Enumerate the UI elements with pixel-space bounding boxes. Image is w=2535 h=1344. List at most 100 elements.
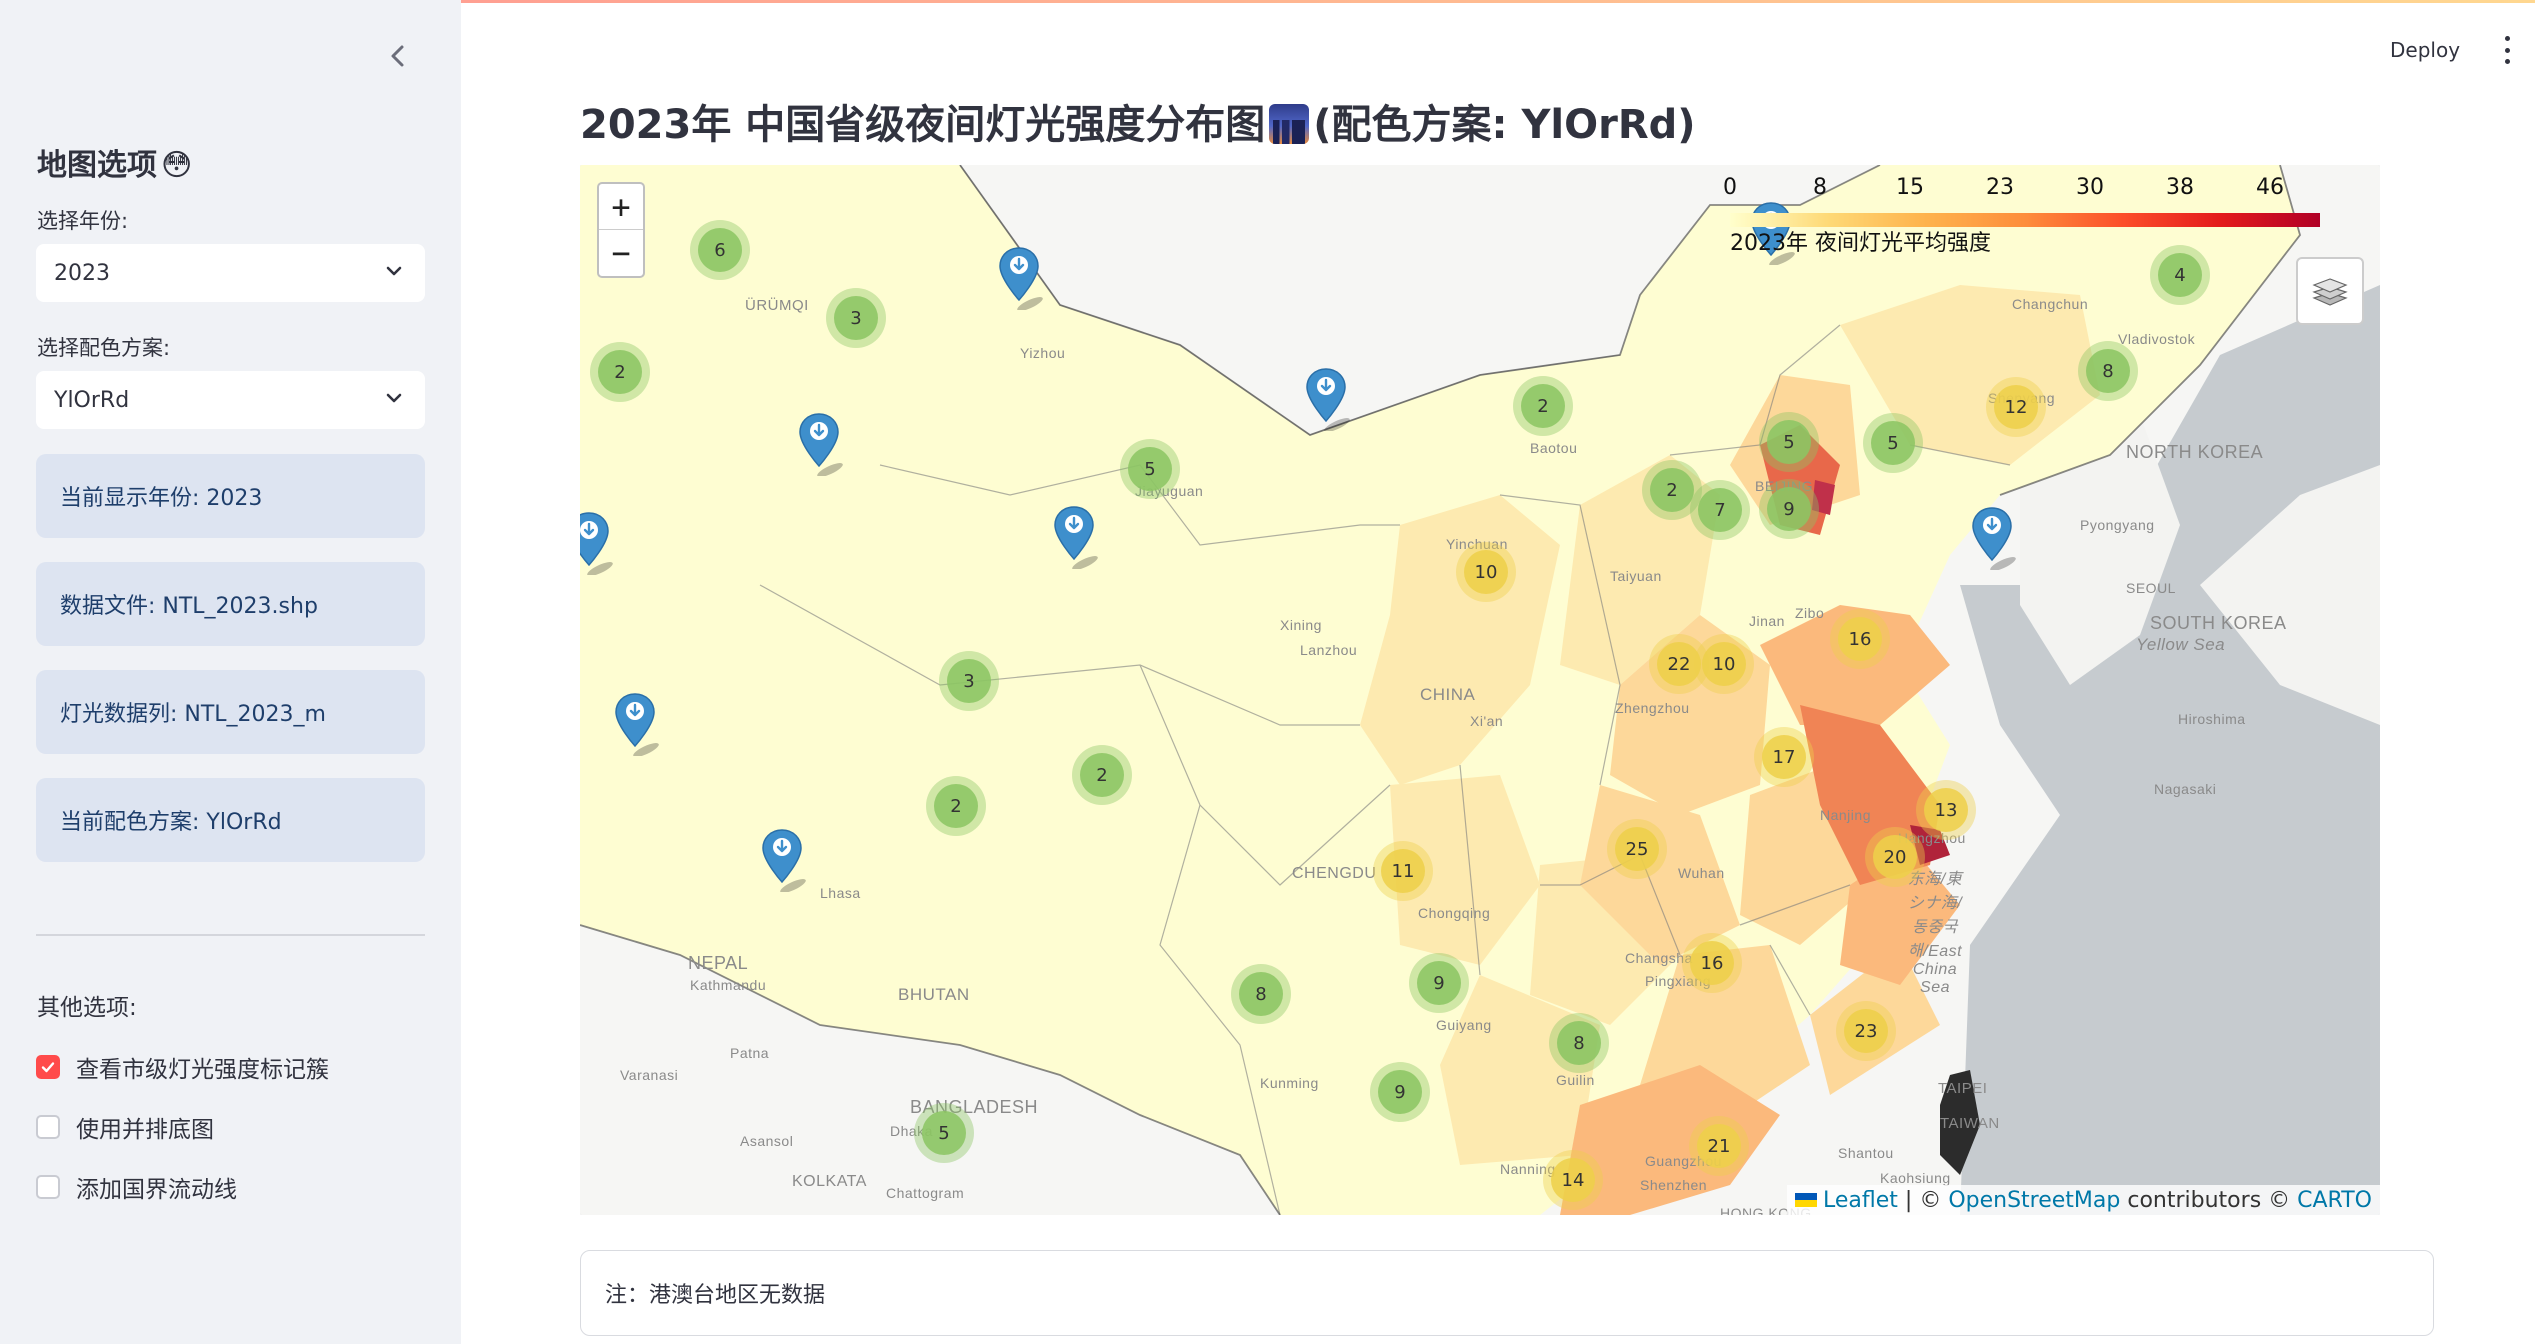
option-label: 添加国界流动线 bbox=[76, 1177, 237, 1203]
marker-cluster[interactable]: 2 bbox=[926, 776, 986, 836]
zoom-out-button[interactable]: − bbox=[611, 234, 631, 272]
cluster-count: 6 bbox=[698, 228, 742, 272]
legend-tick: 23 bbox=[1986, 175, 2014, 200]
leaflet-map[interactable]: ÜRÜMQI Yizhou Jiayuguan Baotou BEIJING Yinchu… bbox=[580, 165, 2380, 1215]
marker-cluster[interactable]: 22 bbox=[1649, 634, 1709, 694]
chevron-down-icon bbox=[386, 393, 402, 403]
cluster-count: 9 bbox=[1767, 487, 1811, 531]
map-pin-icon[interactable] bbox=[1053, 505, 1103, 570]
marker-cluster[interactable]: 10 bbox=[1694, 634, 1754, 694]
option-border-flow[interactable]: 添加国界流动线 bbox=[36, 1170, 237, 1204]
marker-cluster[interactable]: 16 bbox=[1830, 609, 1890, 669]
sidebar: 地图选项 😳 选择年份: 2023 选择配色方案: YlOrRd 当前显示年份: … bbox=[0, 0, 461, 1344]
year-select-value: 2023 bbox=[54, 260, 110, 286]
cluster-count: 20 bbox=[1873, 835, 1917, 879]
place-label: Varanasi bbox=[620, 1067, 679, 1083]
place-label: Baotou bbox=[1530, 440, 1578, 456]
checkbox-unchecked-icon[interactable] bbox=[36, 1115, 60, 1139]
marker-cluster[interactable]: 11 bbox=[1373, 841, 1433, 901]
place-label: Vladivostok bbox=[2118, 331, 2196, 347]
marker-cluster[interactable]: 23 bbox=[1836, 1001, 1896, 1061]
place-label: Nanning bbox=[1500, 1161, 1556, 1177]
place-label: Lanzhou bbox=[1300, 642, 1358, 658]
legend-colorbar bbox=[1730, 213, 2320, 227]
cluster-count: 25 bbox=[1615, 827, 1659, 871]
marker-cluster[interactable]: 13 bbox=[1916, 780, 1976, 840]
marker-cluster[interactable]: 17 bbox=[1754, 727, 1814, 787]
zoom-control: + − bbox=[597, 182, 645, 278]
marker-cluster[interactable]: 5 bbox=[1863, 413, 1923, 473]
place-label: Hiroshima bbox=[2178, 711, 2246, 727]
zoom-in-button[interactable]: + bbox=[599, 184, 643, 230]
marker-cluster[interactable]: 2 bbox=[1642, 460, 1702, 520]
marker-cluster[interactable]: 9 bbox=[1370, 1062, 1430, 1122]
marker-cluster[interactable]: 3 bbox=[939, 651, 999, 711]
marker-cluster[interactable]: 9 bbox=[1759, 479, 1819, 539]
carto-link[interactable]: CARTO bbox=[2297, 1187, 2372, 1213]
cluster-count: 2 bbox=[598, 350, 642, 394]
map-pin-icon[interactable] bbox=[580, 511, 618, 576]
marker-cluster[interactable]: 4 bbox=[2150, 245, 2210, 305]
layers-icon[interactable] bbox=[2296, 257, 2364, 325]
marker-cluster[interactable]: 7 bbox=[1690, 480, 1750, 540]
checkbox-unchecked-icon[interactable] bbox=[36, 1175, 60, 1199]
legend-caption: 2023年 夜间灯光平均强度 bbox=[1730, 231, 1991, 256]
place-label: Chongqing bbox=[1418, 905, 1491, 921]
map-pin-icon[interactable] bbox=[798, 412, 848, 477]
flushed-face-icon: 😳 bbox=[161, 148, 193, 183]
option-city-clusters[interactable]: 查看市级灯光强度标记簇 bbox=[36, 1050, 329, 1084]
scheme-select-label: 选择配色方案: bbox=[37, 336, 171, 360]
map-pin-icon[interactable] bbox=[761, 828, 811, 893]
cluster-count: 13 bbox=[1924, 788, 1968, 832]
marker-cluster[interactable]: 2 bbox=[1513, 376, 1573, 436]
marker-cluster[interactable]: 3 bbox=[826, 288, 886, 348]
info-data-column: 灯光数据列: NTL_2023_m bbox=[36, 670, 425, 754]
marker-cluster[interactable]: 8 bbox=[1549, 1013, 1609, 1073]
place-label: Taiyuan bbox=[1610, 568, 1662, 584]
note-box: 注：港澳台地区无数据 bbox=[580, 1250, 2434, 1336]
chevron-left-icon[interactable] bbox=[382, 40, 414, 72]
kebab-menu-icon[interactable] bbox=[2500, 36, 2514, 64]
map-pin-icon[interactable] bbox=[1305, 367, 1355, 432]
legend-tick: 8 bbox=[1813, 175, 1827, 200]
cluster-count: 23 bbox=[1844, 1009, 1888, 1053]
marker-cluster[interactable]: 8 bbox=[1231, 964, 1291, 1024]
place-label: SOUTH KOREA bbox=[2150, 613, 2287, 633]
cluster-count: 11 bbox=[1381, 849, 1425, 893]
marker-cluster[interactable]: 25 bbox=[1607, 819, 1667, 879]
map-pin-icon[interactable] bbox=[614, 692, 664, 757]
marker-cluster[interactable]: 2 bbox=[1072, 745, 1132, 805]
marker-cluster[interactable]: 14 bbox=[1543, 1150, 1603, 1210]
map-pin-icon[interactable] bbox=[998, 246, 1048, 311]
marker-cluster[interactable]: 9 bbox=[1409, 953, 1469, 1013]
marker-cluster[interactable]: 10 bbox=[1456, 542, 1516, 602]
place-label: Guilin bbox=[1556, 1072, 1595, 1088]
place-label: Patna bbox=[730, 1045, 770, 1061]
marker-cluster[interactable]: 5 bbox=[914, 1103, 974, 1163]
marker-cluster[interactable]: 6 bbox=[690, 220, 750, 280]
map-pin-icon[interactable] bbox=[1971, 506, 2021, 571]
marker-cluster[interactable]: 8 bbox=[2078, 341, 2138, 401]
option-side-by-side[interactable]: 使用并排底图 bbox=[36, 1110, 214, 1144]
marker-cluster[interactable]: 20 bbox=[1865, 827, 1925, 887]
place-label: Yellow Sea bbox=[2136, 635, 2226, 654]
marker-cluster[interactable]: 5 bbox=[1120, 439, 1180, 499]
place-label: NEPAL bbox=[688, 953, 749, 973]
marker-cluster[interactable]: 12 bbox=[1986, 377, 2046, 437]
marker-cluster[interactable]: 16 bbox=[1682, 933, 1742, 993]
checkbox-checked-icon[interactable] bbox=[36, 1055, 60, 1079]
cluster-count: 2 bbox=[1650, 468, 1694, 512]
place-label: Pyongyang bbox=[2080, 517, 2155, 533]
scheme-select-value: YlOrRd bbox=[54, 387, 130, 413]
year-select[interactable]: 2023 bbox=[36, 244, 425, 302]
ukraine-flag-icon bbox=[1795, 1193, 1818, 1207]
osm-link[interactable]: OpenStreetMap bbox=[1948, 1187, 2121, 1213]
cluster-count: 2 bbox=[1521, 384, 1565, 428]
map-attribution: Leaflet | © OpenStreetMap contributors ©… bbox=[1787, 1185, 2380, 1215]
marker-cluster[interactable]: 21 bbox=[1689, 1116, 1749, 1176]
deploy-button[interactable]: Deploy bbox=[2390, 38, 2461, 62]
marker-cluster[interactable]: 2 bbox=[590, 342, 650, 402]
marker-cluster[interactable]: 5 bbox=[1759, 412, 1819, 472]
leaflet-link[interactable]: Leaflet bbox=[1823, 1187, 1898, 1213]
scheme-select[interactable]: YlOrRd bbox=[36, 371, 425, 429]
